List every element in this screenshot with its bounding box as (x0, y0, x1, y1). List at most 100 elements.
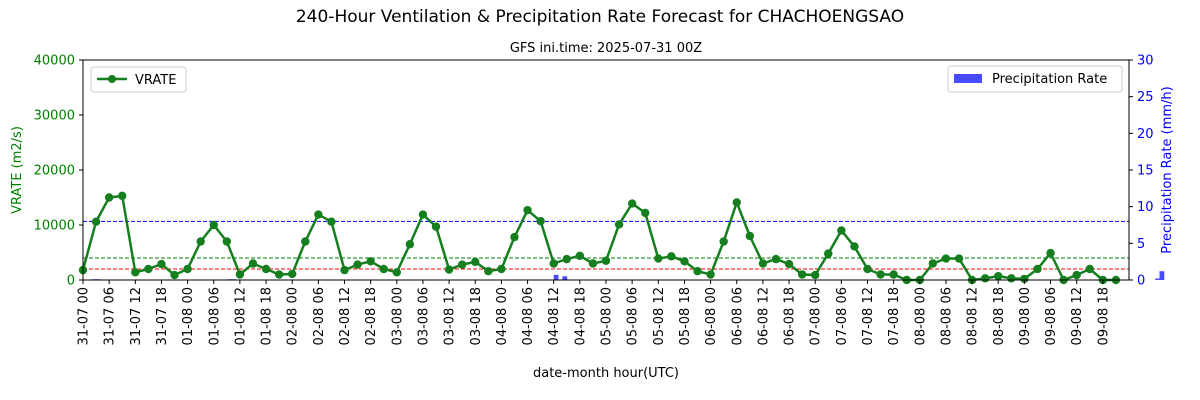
vrate-point (261, 264, 271, 274)
vrate-point (196, 237, 205, 246)
vrate-point (379, 264, 388, 274)
vrate-point (549, 259, 558, 268)
vrate-point (693, 267, 702, 276)
vrate-point (719, 237, 728, 246)
vrate-point (863, 264, 872, 274)
x-tick-label: 05-08 18 (678, 287, 693, 345)
left-y-tick-label: 20000 (34, 164, 75, 179)
right-y-tick-label: 0 (1137, 274, 1145, 289)
vrate-point (392, 268, 401, 277)
chart-title: 240-Hour Ventilation & Precipitation Rat… (296, 7, 904, 27)
right-y-axis: 0 5 10 15 20 25 30 (1129, 54, 1154, 289)
precip-bar (553, 274, 559, 280)
right-y-label: Precipitation Rate (mm/h) (1160, 86, 1175, 253)
x-tick-label: 02-08 18 (364, 287, 379, 345)
x-tick-label: 05-08 06 (626, 287, 641, 345)
x-tick-label: 09-08 12 (1070, 287, 1085, 345)
vrate-point (353, 260, 362, 269)
vrate-point (732, 198, 741, 207)
vrate-point (627, 199, 637, 208)
chart-subtitle: GFS ini.time: 2025-07-31 00Z (510, 41, 702, 56)
x-tick-label: 04-08 12 (547, 287, 562, 345)
vrate-point (1085, 264, 1094, 274)
vrate-point (444, 265, 454, 274)
x-tick-label: 03-08 12 (443, 287, 458, 345)
vrate-point (797, 270, 807, 279)
x-tick-label: 06-08 06 (730, 287, 745, 345)
left-y-tick-label: 10000 (34, 219, 75, 234)
vrate-point (274, 270, 284, 279)
vrate-line (81, 194, 1116, 282)
x-tick-label: 07-08 00 (809, 287, 824, 345)
vrate-point (837, 226, 846, 235)
vrate-point (235, 270, 245, 279)
vrate-point (601, 256, 611, 265)
x-tick-label: 06-08 18 (783, 287, 798, 345)
vrate-point (118, 191, 127, 201)
x-tick-label: 05-08 12 (652, 287, 667, 345)
x-tick-label: 03-08 00 (390, 287, 405, 345)
x-tick-label: 09-08 06 (1044, 287, 1059, 345)
x-tick-label: 06-08 12 (756, 287, 771, 345)
vrate-point (994, 271, 1003, 281)
x-axis-label: date-month hour(UTC) (533, 366, 679, 381)
vrate-point (771, 254, 781, 264)
left-y-tick-label: 0 (67, 274, 75, 289)
left-y-tick-label: 40000 (34, 54, 75, 69)
vrate-point (484, 267, 493, 276)
vrate-point (248, 259, 258, 268)
vrate-point (745, 231, 755, 241)
x-tick-label: 03-08 18 (469, 287, 484, 345)
vrate-point (575, 251, 585, 260)
x-tick-label: 04-08 06 (521, 287, 536, 345)
x-tick-label: 07-08 06 (835, 287, 850, 345)
vrate-point (209, 220, 218, 230)
vrate-point (157, 259, 166, 269)
vrate-point (876, 270, 885, 279)
legend-precip-label: Precipitation Rate (992, 72, 1107, 87)
x-tick-label: 31-07 18 (155, 287, 170, 345)
vrate-point (1033, 264, 1042, 274)
vrate-point (654, 254, 663, 263)
vrate-point (222, 237, 232, 246)
vrate-point (418, 210, 428, 219)
vrate-point (431, 222, 441, 231)
vrate-point (980, 274, 990, 283)
vrate-point (91, 217, 101, 226)
vrate-point (588, 259, 598, 268)
right-y-tick-label: 10 (1137, 200, 1154, 215)
x-tick-label: 06-08 00 (704, 287, 719, 345)
x-tick-label: 01-08 18 (260, 287, 275, 345)
vrate-point (811, 270, 820, 280)
vrate-point (562, 254, 571, 264)
x-tick-label: 04-08 18 (573, 287, 588, 345)
x-tick-label: 01-08 12 (233, 287, 248, 345)
vrate-point (614, 220, 624, 229)
x-tick-label: 02-08 00 (286, 287, 301, 345)
vrate-point (510, 232, 519, 242)
vrate-point (784, 259, 794, 269)
vrate-point (131, 268, 140, 277)
vrate-point (340, 265, 349, 275)
precip-bar (1159, 271, 1165, 280)
x-axis: 31-07 00 31-07 06 31-07 12 31-07 18 01-08 00… (77, 280, 1111, 345)
vrate-point (928, 259, 938, 268)
x-tick-label: 07-08 12 (861, 287, 876, 345)
right-y-tick-label: 30 (1137, 54, 1154, 69)
vrate-point (1046, 248, 1055, 258)
x-tick-label: 05-08 00 (600, 287, 615, 345)
vrate-point (1007, 274, 1016, 283)
x-tick-label: 02-08 12 (338, 287, 353, 345)
legend-vrate-label: VRATE (135, 73, 176, 88)
vrate-point (471, 257, 480, 267)
vrate-point (301, 237, 310, 246)
vrate-point (288, 269, 297, 279)
x-tick-label: 02-08 06 (312, 287, 327, 345)
x-tick-label: 08-08 18 (992, 287, 1007, 345)
x-tick-label: 31-07 06 (103, 287, 118, 345)
vrate-point (941, 254, 951, 263)
vrate-point (405, 240, 415, 249)
vrate-point (1020, 274, 1029, 284)
x-tick-label: 03-08 06 (416, 287, 431, 345)
